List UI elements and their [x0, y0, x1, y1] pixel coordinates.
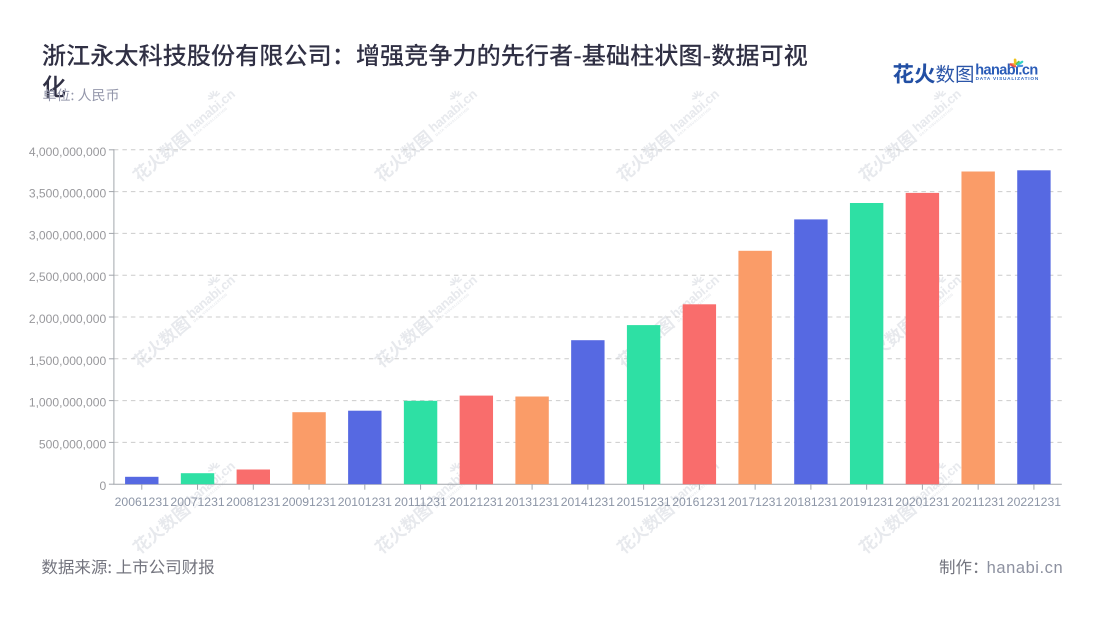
svg-text:2,000,000,000: 2,000,000,000 [29, 312, 107, 326]
svg-text:20141231: 20141231 [561, 495, 615, 509]
svg-text:20171231: 20171231 [728, 495, 782, 509]
svg-text:20061231: 20061231 [115, 495, 169, 509]
svg-text:20081231: 20081231 [226, 495, 280, 509]
svg-text:1,000,000,000: 1,000,000,000 [29, 396, 107, 410]
svg-text:DATA VISUALIZATION: DATA VISUALIZATION [976, 76, 1039, 81]
svg-text:20161231: 20161231 [672, 495, 726, 509]
svg-text:hanabi.cn: hanabi.cn [987, 559, 1064, 577]
svg-text:500,000,000: 500,000,000 [39, 437, 107, 451]
svg-text:20071231: 20071231 [170, 495, 224, 509]
svg-text:20221231: 20221231 [1007, 495, 1061, 509]
svg-text:20111231: 20111231 [394, 495, 447, 509]
svg-text:0: 0 [99, 479, 106, 493]
svg-text:20191231: 20191231 [840, 495, 894, 509]
svg-text:20181231: 20181231 [784, 495, 838, 509]
svg-text:3,000,000,000: 3,000,000,000 [29, 228, 107, 242]
svg-text:20101231: 20101231 [338, 495, 392, 509]
svg-text:2,500,000,000: 2,500,000,000 [29, 270, 107, 284]
svg-text:3,500,000,000: 3,500,000,000 [29, 187, 107, 201]
svg-text:20121231: 20121231 [449, 495, 503, 509]
svg-text:1,500,000,000: 1,500,000,000 [29, 354, 107, 368]
svg-text:20201231: 20201231 [895, 495, 949, 509]
svg-text:20131231: 20131231 [505, 495, 559, 509]
svg-text:20211231: 20211231 [951, 495, 1005, 509]
svg-text:20091231: 20091231 [282, 495, 336, 509]
svg-text:20151231: 20151231 [616, 495, 670, 509]
svg-text:4,000,000,000: 4,000,000,000 [29, 145, 107, 159]
